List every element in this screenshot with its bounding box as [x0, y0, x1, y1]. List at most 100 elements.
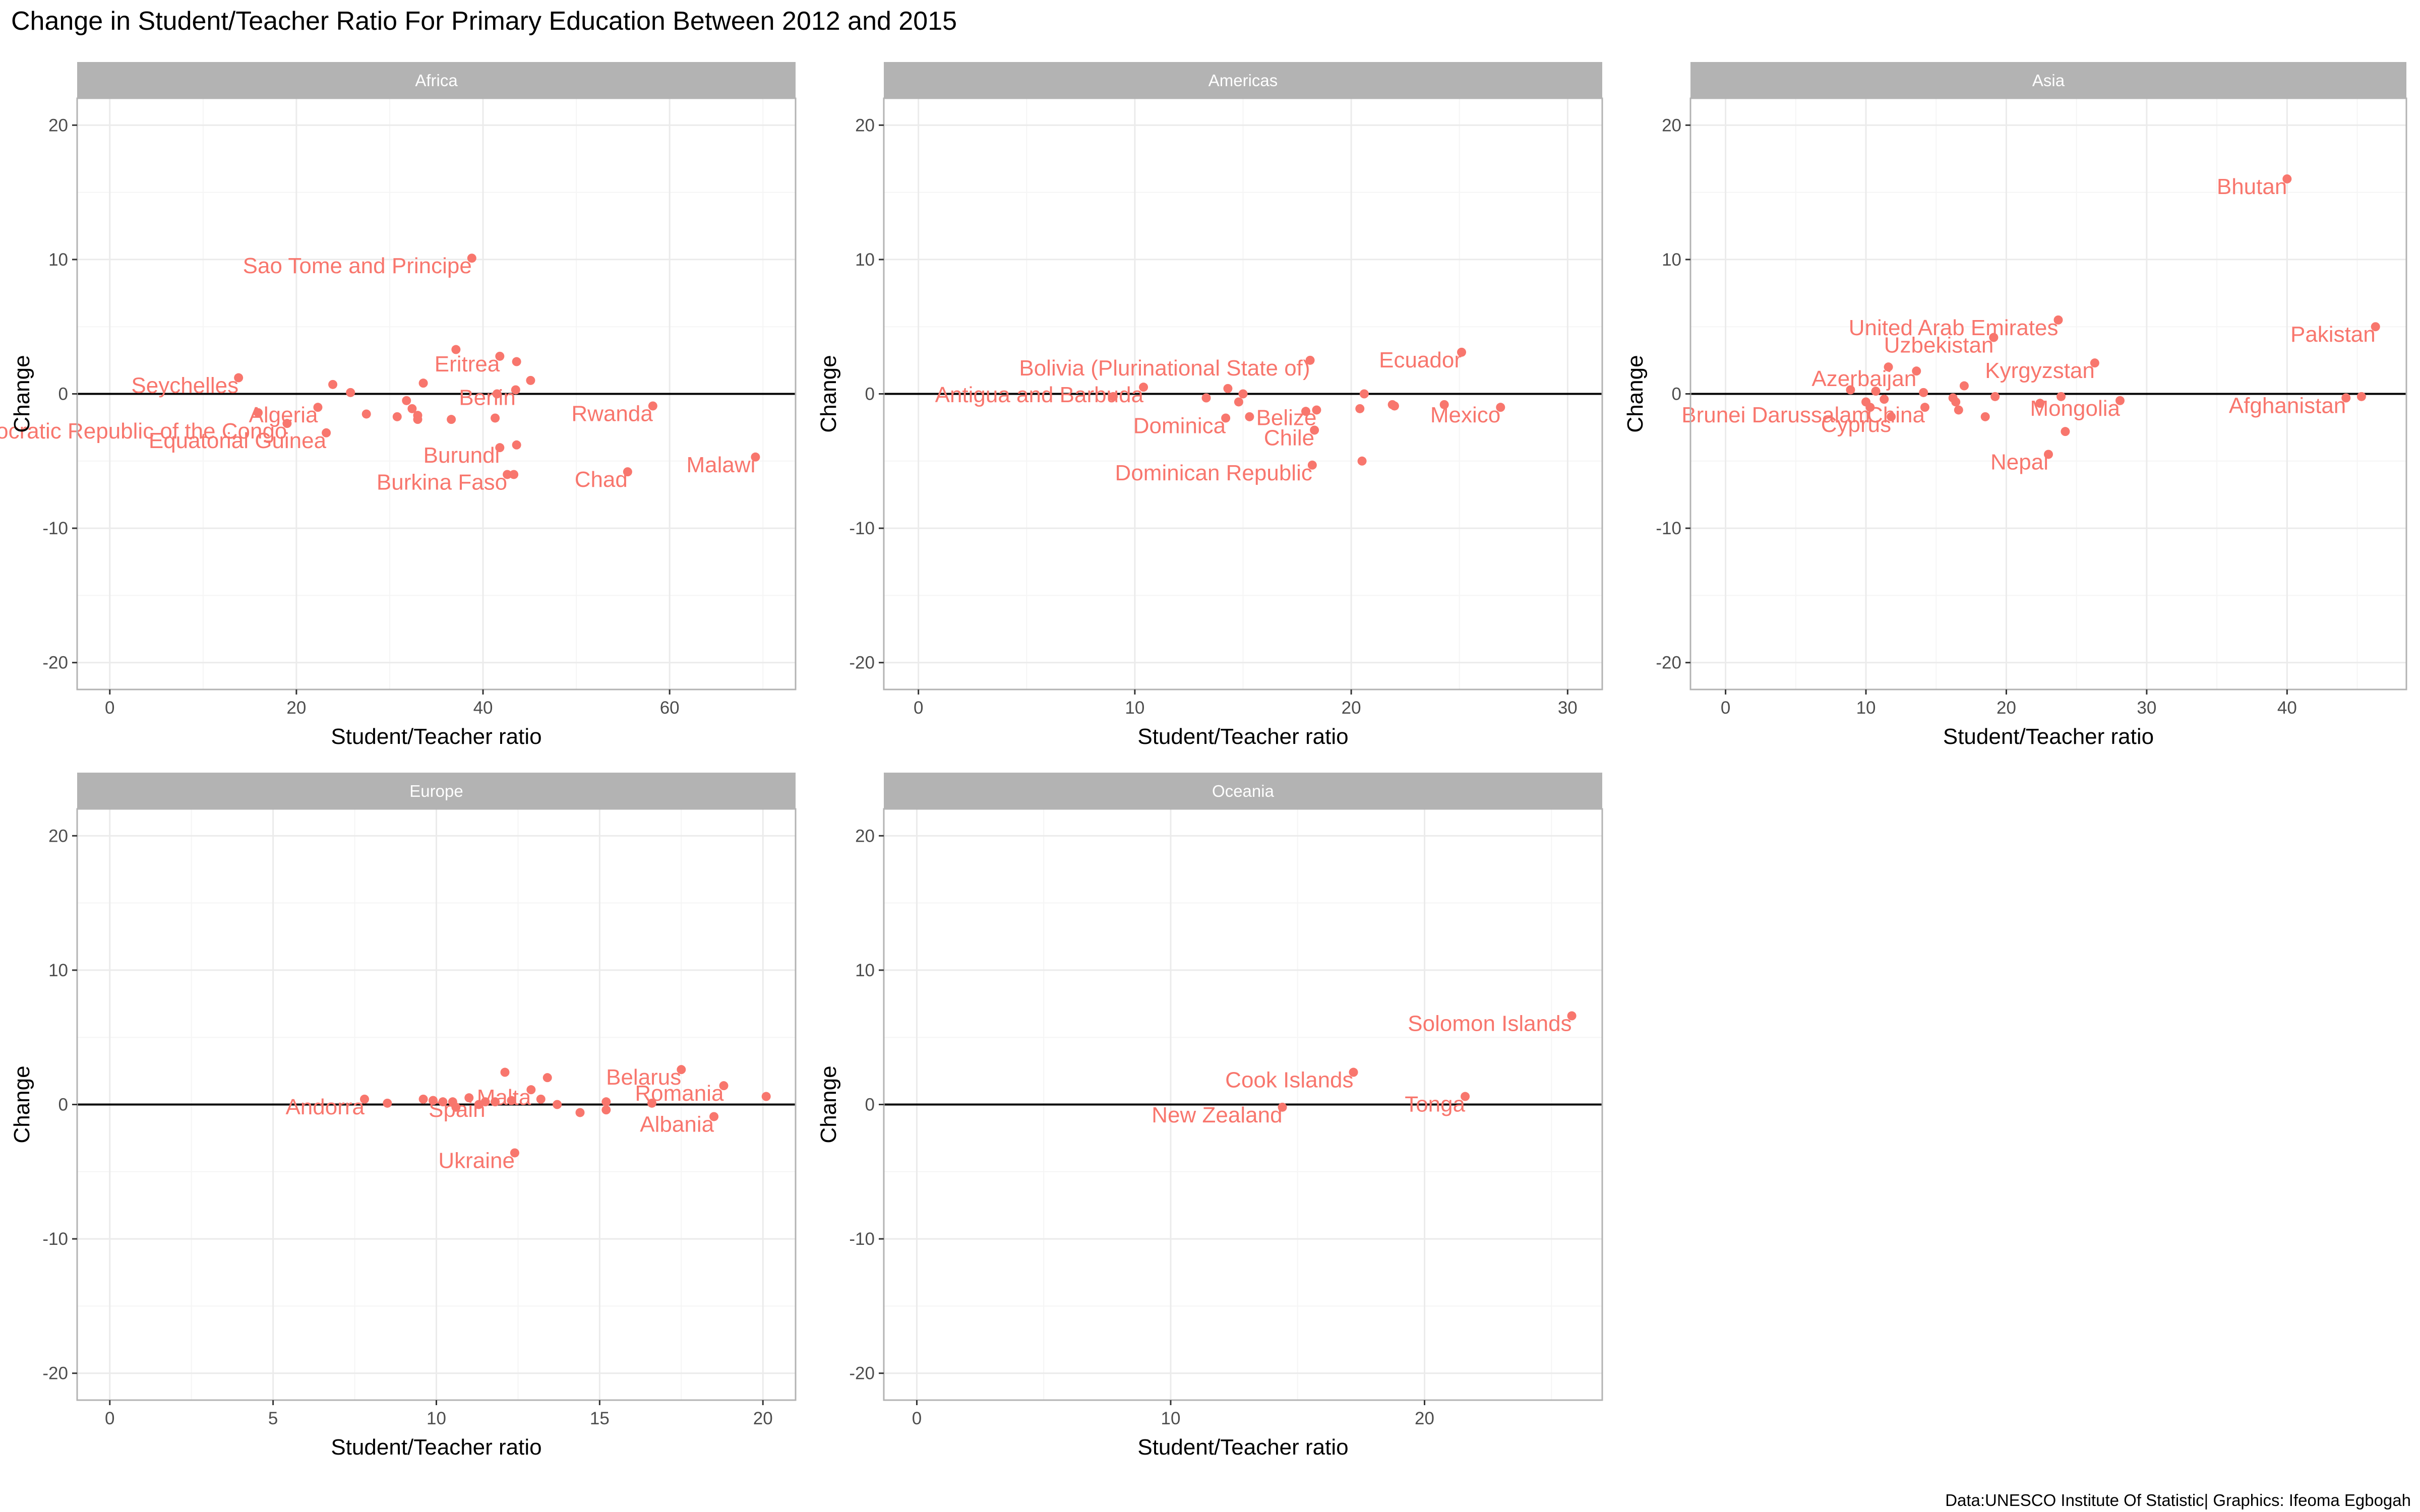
data-point [1920, 403, 1929, 412]
data-point [526, 375, 535, 385]
data-point [1139, 383, 1148, 392]
point-label: Afghanistan [2229, 393, 2346, 418]
data-point [1389, 401, 1399, 411]
y-tick-label: -20 [42, 653, 68, 673]
data-point [719, 1081, 729, 1091]
data-point [1846, 385, 1855, 395]
y-tick-label: -20 [849, 653, 875, 673]
data-point [677, 1065, 686, 1075]
data-point [2090, 358, 2099, 368]
data-point [313, 403, 323, 412]
data-point [282, 419, 292, 428]
data-point [1951, 397, 1961, 407]
data-point [542, 1073, 552, 1083]
data-point [648, 401, 657, 411]
data-point [418, 1094, 428, 1104]
facet-strip [884, 62, 1602, 98]
point-label: Rwanda [571, 401, 653, 426]
data-point [438, 1097, 448, 1107]
data-point [402, 396, 411, 405]
point-label: Nepal [1990, 450, 2048, 474]
x-tick-label: 30 [2137, 698, 2156, 718]
data-point [1439, 400, 1449, 409]
x-tick-label: 0 [914, 698, 923, 718]
data-point [1307, 460, 1317, 470]
data-point [1496, 403, 1505, 412]
x-tick-label: 60 [660, 698, 680, 718]
data-point [413, 415, 422, 424]
point-label: New Zealand [1152, 1103, 1282, 1127]
y-tick-label: -10 [42, 519, 68, 538]
data-point [2053, 315, 2063, 325]
caption: Data:UNESCO Institute Of Statistic| Grap… [1945, 1491, 2411, 1509]
facet-americas: Americas Bolivia (Plurinational State of)… [816, 62, 1603, 749]
data-point [1312, 405, 1321, 415]
data-point [1990, 392, 2000, 401]
data-point [2356, 392, 2366, 401]
data-point [512, 440, 521, 450]
y-tick-label: 20 [855, 826, 875, 846]
facet-strip [1690, 62, 2406, 98]
data-point [360, 1094, 369, 1104]
y-tick-label: 20 [48, 115, 68, 135]
facet-strip-label: Asia [2032, 71, 2065, 90]
data-point [1919, 388, 1928, 397]
data-point [1861, 397, 1871, 407]
data-point [451, 345, 461, 354]
data-point [1357, 456, 1367, 466]
data-point [2115, 396, 2125, 405]
point-label: Burundi [424, 443, 500, 468]
x-tick-label: 20 [1342, 698, 1361, 718]
point-label: Chad [575, 467, 628, 492]
facet-strip-label: Africa [415, 71, 458, 90]
data-point [392, 412, 402, 421]
data-point [1234, 397, 1243, 407]
data-point [503, 470, 512, 479]
y-tick-label: 10 [48, 961, 68, 980]
data-point [1461, 1092, 1470, 1101]
data-point [1349, 1067, 1358, 1077]
point-label: Sao Tome and Principe [243, 254, 472, 278]
data-point [1887, 412, 1896, 421]
point-label: Kyrgyzstan [1985, 358, 2095, 383]
data-point [361, 409, 371, 419]
x-axis-title: Student/Teacher ratio [331, 1435, 541, 1460]
data-point [495, 351, 505, 361]
point-label: Solomon Islands [1408, 1012, 1571, 1036]
point-label: Democratic Republic of the Congo [0, 419, 287, 444]
data-point [761, 1092, 771, 1101]
data-point [647, 1098, 656, 1108]
data-point [1238, 389, 1248, 399]
data-point [623, 467, 632, 477]
x-axis-title: Student/Teacher ratio [331, 724, 541, 749]
y-tick-label: -10 [42, 1229, 68, 1249]
data-point [751, 452, 760, 462]
x-tick-label: 40 [2277, 698, 2297, 718]
data-point [2056, 392, 2066, 401]
data-point [2035, 399, 2045, 408]
y-tick-label: -10 [849, 519, 875, 538]
data-point [418, 379, 428, 388]
y-tick-label: 20 [48, 826, 68, 846]
data-point [346, 388, 355, 397]
point-label: Andorra [285, 1095, 365, 1119]
facet-oceania: Oceania Solomon Islands Cook Islands New Ze… [816, 773, 1603, 1460]
data-point [492, 389, 502, 399]
data-point [2282, 174, 2292, 183]
data-point [1457, 347, 1467, 357]
data-point [1912, 366, 1921, 376]
x-tick-label: 0 [105, 698, 114, 718]
x-tick-label: 15 [590, 1409, 610, 1428]
point-label: Eritrea [435, 352, 500, 376]
y-axis-title: Change [816, 355, 841, 432]
data-point [553, 1100, 562, 1109]
facet-strip [77, 773, 796, 809]
point-label: Pakistan [2290, 322, 2376, 347]
point-label: Seychelles [131, 373, 238, 398]
data-point [1355, 404, 1365, 413]
data-point [1359, 389, 1369, 399]
point-label: Cook Islands [1225, 1068, 1353, 1093]
x-tick-label: 20 [1415, 1409, 1434, 1428]
point-label: Benin [459, 386, 516, 410]
